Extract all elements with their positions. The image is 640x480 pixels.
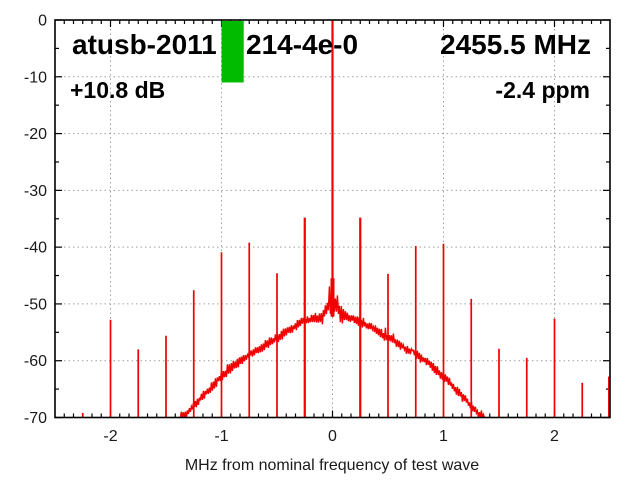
pass-marker xyxy=(221,21,244,83)
y-tick-label: -30 xyxy=(24,183,47,200)
spur-lines xyxy=(81,217,610,417)
device-title-left: atusb-2011 xyxy=(72,29,217,60)
y-tick-label: -60 xyxy=(24,353,47,370)
gain-readout: +10.8 dB xyxy=(70,77,165,103)
ppm-offset-readout: -2.4 ppm xyxy=(495,77,590,103)
x-axis-title: MHz from nominal frequency of test wave xyxy=(185,457,479,474)
y-tick-label: -50 xyxy=(24,296,47,313)
pass-marker-green xyxy=(221,21,244,83)
y-tick-labels: 0 -10 -20 -30 -40 -50 -60 -70 xyxy=(24,13,47,428)
test-frequency: 2455.5 MHz xyxy=(440,29,591,60)
x-tick-label: -2 xyxy=(103,428,117,445)
plot-border xyxy=(54,19,611,419)
y-tick-label: -70 xyxy=(24,410,47,427)
x-tick-labels: -2 -1 0 1 2 xyxy=(103,428,559,445)
x-tick-label: 2 xyxy=(550,428,559,445)
y-tick-label: 0 xyxy=(38,13,47,30)
y-tick-label: -40 xyxy=(24,240,47,257)
border-rect xyxy=(54,19,611,419)
x-tick-label: -1 xyxy=(214,428,228,445)
y-tick-label: -10 xyxy=(24,69,47,86)
device-title-right: 214-4e-0 xyxy=(246,29,358,60)
x-tick-label: 0 xyxy=(328,428,337,445)
y-tick-label: -20 xyxy=(24,126,47,143)
x-tick-label: 1 xyxy=(439,428,448,445)
